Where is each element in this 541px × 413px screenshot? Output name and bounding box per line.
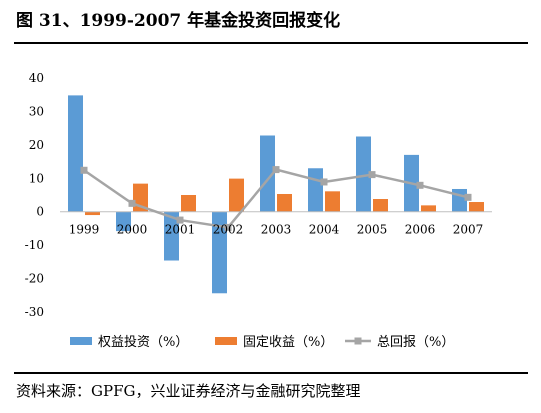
total-return-marker: [320, 178, 328, 186]
equity-bar: [308, 168, 323, 212]
legend-swatch: [215, 337, 237, 345]
x-tick-label: 2000: [117, 223, 148, 237]
title-rule: [14, 42, 528, 44]
equity-bar: [68, 95, 83, 212]
legend-swatch: [70, 337, 92, 345]
legend: 权益投资（%） 固定收益（%） 总回报（%）: [70, 334, 454, 350]
total-return-marker: [128, 199, 136, 207]
total-return-marker: [176, 216, 184, 224]
x-tick-label: 2007: [453, 223, 484, 237]
y-tick-label: 30: [29, 104, 44, 118]
fixed-income-bar: [85, 211, 100, 216]
fixed-income-bar: [373, 199, 388, 212]
bar-marks: [68, 95, 484, 294]
figure-title: 图 31、1999-2007 年基金投资回报变化: [16, 11, 341, 31]
total-return-marker: [368, 171, 376, 179]
x-tick-label: 2001: [165, 223, 196, 237]
y-tick-label: -10: [25, 238, 44, 252]
total-return-marker: [416, 181, 424, 189]
total-return-marker: [272, 166, 280, 174]
x-tick-label: 2005: [357, 223, 388, 237]
legend-label: 固定收益（%）: [243, 335, 333, 350]
equity-bar: [356, 136, 371, 212]
fixed-income-bar: [469, 202, 484, 212]
total-return-marker: [224, 223, 232, 231]
y-tick-label: -20: [25, 272, 44, 286]
total-return-marker: [80, 166, 88, 174]
y-tick-label: -30: [25, 305, 44, 319]
total-return-marker: [464, 193, 472, 201]
y-tick-label: 20: [29, 138, 44, 152]
y-tick-label: 40: [29, 71, 44, 85]
x-tick-label: 2006: [405, 223, 436, 237]
fixed-income-bar: [181, 195, 196, 212]
legend-label: 总回报（%）: [377, 335, 454, 350]
fixed-income-bar: [277, 193, 292, 212]
y-axis-labels: -30 -20 -10 0 10 20 30 40: [25, 71, 44, 319]
y-tick-label: 10: [29, 171, 44, 185]
x-tick-label: 1999: [69, 223, 100, 237]
x-axis-labels: 1999 2000 2001 2002 2003 2004 2005 2006 2007: [69, 223, 484, 237]
source-rule: [14, 372, 528, 374]
fixed-income-bar: [421, 205, 436, 212]
source-note: 资料来源：GPFG，兴业证券经济与金融研究院整理: [16, 382, 361, 400]
legend-label: 权益投资（%）: [98, 334, 188, 350]
x-tick-label: 2002: [213, 223, 244, 237]
fixed-income-bar: [229, 178, 244, 212]
x-tick-label: 2004: [309, 223, 340, 237]
equity-bar: [212, 211, 227, 294]
fixed-income-bar: [325, 191, 340, 212]
returns-chart: -30 -20 -10 0 10 20 30 40 1999 2000 2001 2002 2003 2…: [25, 71, 492, 350]
equity-bar: [260, 135, 275, 212]
y-tick-label: 0: [36, 205, 44, 219]
x-tick-label: 2003: [261, 223, 292, 237]
equity-bar: [116, 211, 131, 232]
equity-bar: [164, 211, 179, 261]
legend-marker: [354, 337, 362, 345]
line-series: [80, 166, 472, 231]
